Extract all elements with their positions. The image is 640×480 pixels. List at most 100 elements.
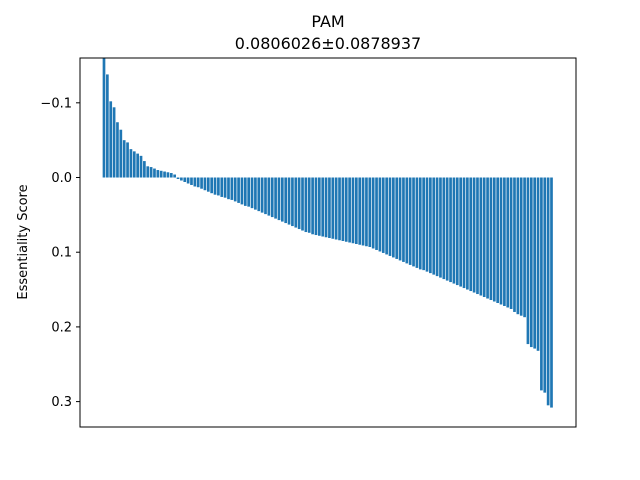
bar — [163, 171, 166, 178]
bar — [200, 177, 203, 189]
bar — [523, 177, 526, 318]
bar — [132, 151, 136, 178]
bar — [176, 177, 180, 179]
bar — [294, 177, 298, 228]
bar — [307, 177, 311, 233]
bar — [489, 177, 493, 301]
bars-group — [102, 58, 553, 408]
bar — [516, 177, 520, 315]
bar — [476, 177, 479, 295]
bar — [186, 177, 190, 184]
bar — [314, 177, 318, 236]
bar — [392, 177, 395, 258]
bar — [425, 177, 429, 272]
bar — [317, 177, 321, 236]
bar — [496, 177, 500, 303]
bar — [331, 177, 335, 239]
bar — [254, 177, 257, 210]
bar — [412, 177, 415, 267]
bar — [375, 177, 378, 250]
bar — [291, 177, 294, 227]
bar — [139, 155, 143, 178]
bar — [503, 177, 506, 306]
bar — [153, 168, 156, 178]
bar — [540, 177, 543, 391]
bar — [371, 177, 375, 249]
bar — [506, 177, 510, 308]
bar — [116, 122, 119, 178]
bar — [395, 177, 399, 259]
bar — [445, 177, 449, 281]
bar — [183, 177, 187, 182]
bar — [418, 177, 422, 270]
bar — [519, 177, 523, 316]
bar — [180, 177, 183, 181]
bar — [173, 174, 176, 178]
bar — [432, 177, 436, 275]
y-tick-label: 0.1 — [51, 246, 72, 261]
bar — [274, 177, 277, 219]
bar — [408, 177, 412, 265]
bar — [287, 177, 291, 225]
bar — [264, 177, 267, 215]
bar — [277, 177, 281, 221]
bar — [455, 177, 459, 286]
bar — [321, 177, 325, 237]
bar — [233, 177, 237, 202]
bar — [136, 153, 139, 178]
bar — [210, 177, 214, 194]
bar — [156, 170, 160, 178]
chart-subtitle: 0.0806026±0.0878937 — [235, 34, 421, 53]
bar — [526, 177, 530, 345]
bar — [509, 177, 513, 309]
bar — [190, 177, 193, 185]
bar — [223, 177, 227, 198]
bar — [351, 177, 355, 244]
bar — [499, 177, 503, 305]
bar — [237, 177, 240, 203]
bar — [119, 129, 123, 178]
bar — [324, 177, 328, 238]
bar — [533, 177, 537, 349]
bar — [462, 177, 466, 289]
bar — [381, 177, 385, 253]
bar — [267, 177, 271, 216]
bar — [203, 177, 207, 191]
bar — [129, 149, 133, 178]
bar — [297, 177, 301, 230]
bar — [415, 177, 419, 268]
bar — [109, 101, 113, 178]
y-tick-label: 0.3 — [51, 395, 72, 410]
bar — [227, 177, 230, 200]
bar — [486, 177, 489, 299]
y-tick-label: −0.1 — [40, 96, 72, 111]
bar — [344, 177, 348, 242]
bar — [169, 173, 173, 178]
bar — [536, 177, 540, 351]
plot-frame — [79, 57, 577, 428]
bar — [260, 177, 264, 213]
bar — [193, 177, 197, 187]
bar — [301, 177, 304, 231]
bar — [311, 177, 314, 235]
bar — [466, 177, 469, 290]
bar — [213, 177, 217, 195]
bar — [405, 177, 409, 264]
bar — [513, 177, 516, 312]
bar — [230, 177, 234, 200]
y-axis-label: Essentiality Score — [16, 184, 31, 299]
bar — [270, 177, 274, 218]
bar — [328, 177, 331, 239]
bar — [112, 107, 116, 178]
bar — [388, 177, 392, 256]
bar — [452, 177, 456, 284]
bar — [355, 177, 358, 244]
bar — [378, 177, 382, 252]
y-tick-label: 0.2 — [51, 320, 72, 335]
bar — [243, 177, 247, 206]
bar — [398, 177, 402, 261]
bar — [543, 177, 547, 393]
bar — [469, 177, 473, 292]
bar — [304, 177, 308, 233]
